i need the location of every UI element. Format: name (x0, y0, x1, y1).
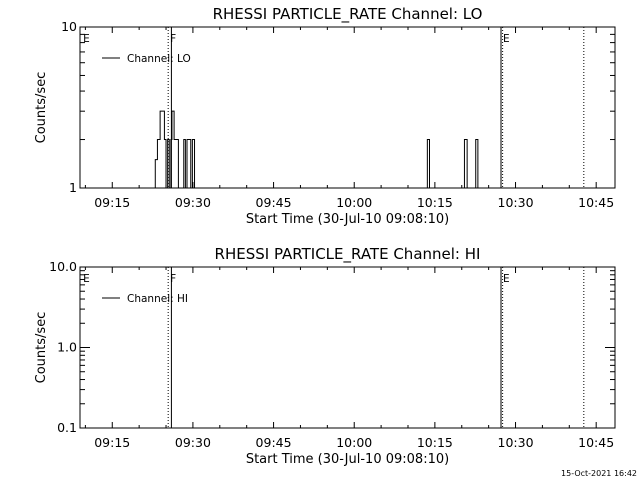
event-marker-label: F (170, 273, 176, 285)
chart-title: RHESSI PARTICLE_RATE Channel: LO (213, 5, 483, 24)
lo-channel-panel: RHESSI PARTICLE_RATE Channel: LO 09:15 09:… (34, 5, 616, 227)
x-tick-label: 10:15 (417, 195, 453, 210)
y-axis-label: Counts/sec (34, 72, 49, 144)
x-tick-label: 10:00 (336, 195, 372, 210)
y-tick-label: 0.1 (57, 420, 77, 435)
legend-label: Channel: HI (127, 293, 188, 305)
event-marker-label: E (83, 273, 90, 285)
x-axis-label: Start Time (30-Jul-10 09:08:10) (246, 212, 449, 227)
y-tick-label: 1 (69, 180, 77, 195)
x-tick-label: 09:45 (256, 195, 292, 210)
x-tick-label: 10:30 (498, 435, 534, 450)
x-tick-label: 10:15 (417, 435, 453, 450)
x-axis-label: Start Time (30-Jul-10 09:08:10) (246, 452, 449, 467)
plot-frame (79, 266, 616, 429)
event-marker-label: F (170, 33, 176, 45)
event-marker-label: E (503, 273, 510, 285)
x-tick-label: 09:15 (94, 435, 130, 450)
plot-frame (79, 26, 616, 189)
x-tick-label: 09:45 (256, 435, 292, 450)
series-line (80, 110, 524, 189)
chart-title: RHESSI PARTICLE_RATE Channel: HI (215, 245, 481, 264)
x-tick-label: 09:30 (175, 195, 211, 210)
x-tick-label: 10:45 (578, 435, 614, 450)
event-marker-label: E (503, 33, 510, 45)
x-tick-label: 10:00 (336, 435, 372, 450)
x-tick-label: 09:30 (175, 435, 211, 450)
y-tick-label: 10.0 (49, 259, 77, 274)
x-tick-label: 10:45 (578, 195, 614, 210)
y-tick-label: 1.0 (57, 340, 77, 355)
generation-timestamp: 15-Oct-2021 16:42 (561, 469, 637, 478)
y-axis-label: Counts/sec (34, 312, 49, 384)
hi-channel-panel: RHESSI PARTICLE_RATE Channel: HI 09:15 09:… (34, 245, 616, 467)
x-tick-label: 09:15 (94, 195, 130, 210)
event-marker-label: E (83, 33, 90, 45)
legend-label: Channel: LO (127, 53, 191, 65)
y-tick-label: 10 (61, 19, 77, 34)
x-tick-label: 10:30 (498, 195, 534, 210)
